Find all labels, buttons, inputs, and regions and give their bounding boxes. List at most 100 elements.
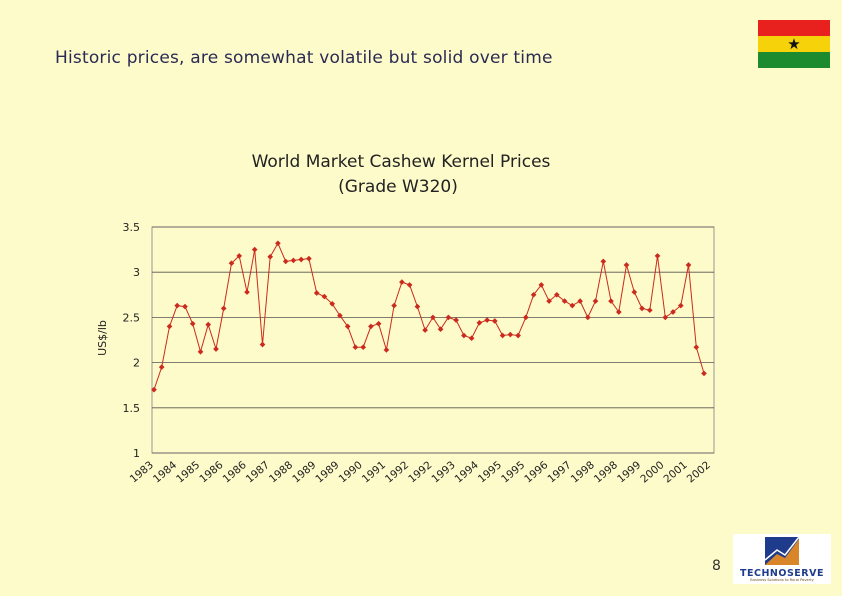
- price-point-23: [329, 300, 336, 307]
- price-point-58: [600, 258, 607, 265]
- x-tick-label: 1988: [267, 459, 295, 485]
- price-point-13: [251, 246, 258, 253]
- price-point-50: [538, 282, 545, 288]
- price-point-64: [646, 307, 653, 314]
- x-tick-label: 1983: [128, 459, 156, 485]
- x-tick-label: 1985: [174, 459, 202, 485]
- price-point-71: [701, 370, 707, 377]
- y-axis-label: US$/lb: [96, 320, 109, 356]
- price-point-6: [197, 348, 204, 355]
- star-icon: ★: [787, 35, 801, 53]
- price-point-41: [468, 335, 475, 342]
- price-point-62: [631, 289, 638, 295]
- price-point-33: [406, 282, 413, 288]
- price-point-29: [375, 320, 382, 327]
- price-point-34: [414, 303, 421, 310]
- price-point-52: [553, 291, 560, 298]
- price-point-2: [166, 323, 173, 330]
- price-point-25: [344, 323, 351, 330]
- price-point-47: [515, 332, 521, 339]
- price-point-37: [437, 326, 444, 333]
- price-point-19: [298, 256, 305, 263]
- price-point-7: [205, 321, 212, 328]
- price-point-3: [174, 302, 181, 309]
- price-point-18: [290, 257, 297, 264]
- price-point-40: [461, 332, 467, 339]
- x-tick-label: 1986: [221, 459, 249, 486]
- x-tick-label: 1997: [545, 459, 573, 485]
- price-point-30: [383, 347, 390, 353]
- price-point-12: [244, 289, 250, 295]
- price-point-67: [670, 309, 676, 315]
- price-point-45: [499, 332, 506, 339]
- price-point-42: [476, 319, 483, 326]
- price-point-57: [592, 298, 599, 304]
- price-point-66: [662, 314, 669, 321]
- logo-tagline: Business Solutions to Rural Poverty: [750, 578, 814, 582]
- price-point-24: [337, 312, 343, 319]
- x-tick-label: 1992: [383, 459, 411, 485]
- flag-red-band: [758, 20, 830, 36]
- price-point-38: [445, 314, 452, 321]
- price-point-69: [685, 262, 692, 268]
- price-point-15: [267, 253, 274, 260]
- page-number: 8: [712, 558, 721, 574]
- technoserve-logo: TECHNOSERVE Business Solutions to Rural …: [733, 534, 831, 584]
- x-tick-label: 2000: [638, 459, 666, 485]
- x-tick-label: 1995: [476, 459, 504, 485]
- price-point-36: [430, 314, 436, 321]
- x-tick-label: 1992: [406, 459, 434, 485]
- price-point-20: [306, 255, 312, 262]
- x-tick-label: 1998: [592, 459, 620, 485]
- x-tick-label: 1990: [337, 459, 365, 485]
- price-point-8: [213, 346, 219, 352]
- logo-mark-icon: [764, 536, 800, 565]
- price-point-60: [615, 309, 622, 315]
- price-point-43: [484, 317, 490, 323]
- price-point-63: [639, 305, 645, 312]
- price-point-39: [453, 317, 459, 323]
- price-point-59: [608, 298, 614, 304]
- logo-name: TECHNOSERVE: [740, 568, 824, 579]
- x-tick-label: 1987: [244, 459, 272, 485]
- x-tick-label: 1989: [290, 459, 318, 485]
- price-point-17: [282, 258, 289, 265]
- price-point-44: [491, 318, 498, 324]
- price-point-21: [313, 290, 320, 296]
- price-point-55: [577, 298, 583, 304]
- price-point-65: [654, 253, 661, 259]
- x-tick-label: 1994: [453, 459, 481, 486]
- x-tick-label: 1984: [151, 459, 179, 486]
- x-tick-label: 1998: [569, 459, 597, 485]
- price-point-26: [352, 344, 359, 351]
- price-point-48: [522, 314, 529, 321]
- price-point-22: [321, 293, 328, 300]
- x-tick-label: 2002: [685, 459, 713, 485]
- price-point-5: [189, 320, 196, 327]
- price-point-28: [368, 323, 374, 330]
- price-point-11: [236, 253, 243, 259]
- price-point-54: [569, 302, 576, 309]
- x-tick-label: 2001: [662, 459, 690, 485]
- price-point-0: [151, 386, 157, 393]
- price-series-line: [153, 242, 705, 390]
- price-point-49: [530, 291, 537, 298]
- chart-subtitle: (Grade W320): [338, 177, 458, 197]
- price-point-70: [693, 344, 700, 351]
- price-point-10: [228, 260, 235, 267]
- slide-title: Historic prices, are somewhat volatile b…: [55, 48, 553, 68]
- x-tick-label: 1993: [429, 459, 457, 485]
- price-point-27: [360, 344, 367, 351]
- x-tick-label: 1989: [313, 459, 341, 485]
- price-point-68: [677, 302, 684, 309]
- price-point-53: [561, 298, 568, 304]
- flag-gold-band: [758, 36, 830, 52]
- price-point-1: [158, 364, 165, 370]
- price-point-4: [182, 303, 188, 310]
- y-tick-label: 1.5: [123, 402, 141, 415]
- flag-green-band: [758, 52, 830, 68]
- chart-title: World Market Cashew Kernel Prices: [252, 152, 551, 172]
- price-point-35: [422, 327, 428, 333]
- ghana-flag: ★: [758, 20, 830, 68]
